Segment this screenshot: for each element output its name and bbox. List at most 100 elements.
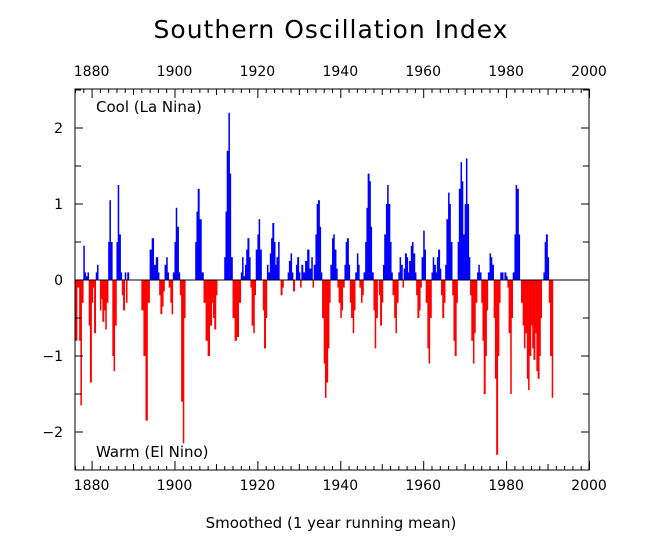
positive-bar [465,158,468,280]
negative-bar [102,280,105,322]
negative-bar [361,280,363,303]
negative-bar [181,280,184,402]
x-tick-label-top: 1960 [405,64,441,80]
positive-bar [435,272,438,280]
positive-bar [515,185,518,280]
positive-bar [271,238,273,280]
annotation-cool: Cool (La Nina) [96,98,202,116]
negative-bar [529,280,532,356]
positive-bar [153,264,157,280]
positive-bar [172,272,175,280]
positive-bar [334,249,337,280]
negative-bar [353,280,356,311]
x-tick-label-bottom: 1940 [322,478,358,494]
negative-bar [160,280,163,315]
positive-bar [423,230,425,280]
negative-bar [282,280,284,288]
positive-bar [500,272,503,280]
positive-bar [391,272,393,280]
negative-bar [537,280,540,379]
positive-bar [298,272,301,280]
negative-bar [539,280,541,356]
negative-bar [481,280,483,303]
positive-bar [117,185,120,280]
negative-bar [485,280,487,356]
positive-bar [479,272,482,280]
positive-bar [448,192,450,280]
negative-bar [143,280,146,356]
x-tick-label-top: 1880 [74,64,110,80]
positive-bar [490,257,493,280]
negative-bar [182,280,185,444]
negative-bar [521,280,523,303]
positive-bar [224,257,226,280]
positive-bar [167,272,169,280]
negative-bar [532,280,534,349]
negative-bar [251,280,254,326]
positive-bar [118,234,121,280]
negative-bar [550,280,552,356]
positive-bar [544,242,547,280]
positive-bar [433,264,436,280]
positive-bar [149,249,152,280]
annotation-warm: Warm (El Nino) [96,443,209,461]
positive-bar [201,272,204,280]
negative-bar [535,280,537,334]
negative-bar [396,280,399,303]
negative-bar [475,280,478,303]
positive-bar [501,272,504,280]
negative-bar [265,280,268,318]
negative-bar [508,280,511,334]
positive-bar [199,219,202,280]
positive-bar [370,226,373,280]
negative-bar [394,280,396,318]
positive-bar [414,272,417,280]
negative-bar [510,280,512,394]
positive-bar [514,234,516,280]
negative-bar [351,280,354,318]
positive-bar [247,238,250,280]
positive-bar [457,242,460,280]
negative-bar [342,280,345,288]
positive-bar [406,257,409,280]
y-tick-label: 2 [54,121,63,137]
positive-bar [477,272,479,280]
negative-bar [322,280,325,318]
negative-bar [511,280,514,318]
plot-frame [74,88,590,471]
negative-bar [442,280,445,318]
positive-bar [197,188,200,280]
chart-title: Southern Oscillation Index [154,15,509,44]
positive-bar [363,272,366,280]
negative-bar [112,280,114,356]
positive-bar [120,272,123,280]
positive-bar [387,185,389,280]
positive-bar [407,272,410,280]
positive-bar [355,272,358,280]
negative-bar [234,280,237,341]
positive-bar [344,264,346,280]
positive-bar [462,234,465,280]
negative-bar [326,280,329,383]
positive-bar [319,226,322,280]
negative-bar [232,280,235,318]
positive-bar [330,264,333,280]
negative-bar [499,280,501,303]
x-tick-label-top: 1940 [322,64,358,80]
negative-bar [324,280,327,398]
positive-bar [545,234,548,280]
positive-bar [449,204,451,280]
negative-bar [113,280,116,372]
negative-bar [420,280,422,288]
negative-bar [75,280,78,341]
negative-bar [280,280,283,296]
positive-bar [228,112,230,280]
negative-bar [381,280,384,303]
positive-bar [464,204,467,280]
x-tick-label-bottom: 1880 [74,478,110,494]
negative-bar [214,280,217,330]
positive-bar [369,181,371,280]
negative-bar [203,280,206,303]
negative-bar [236,280,240,337]
positive-bar [110,242,113,280]
